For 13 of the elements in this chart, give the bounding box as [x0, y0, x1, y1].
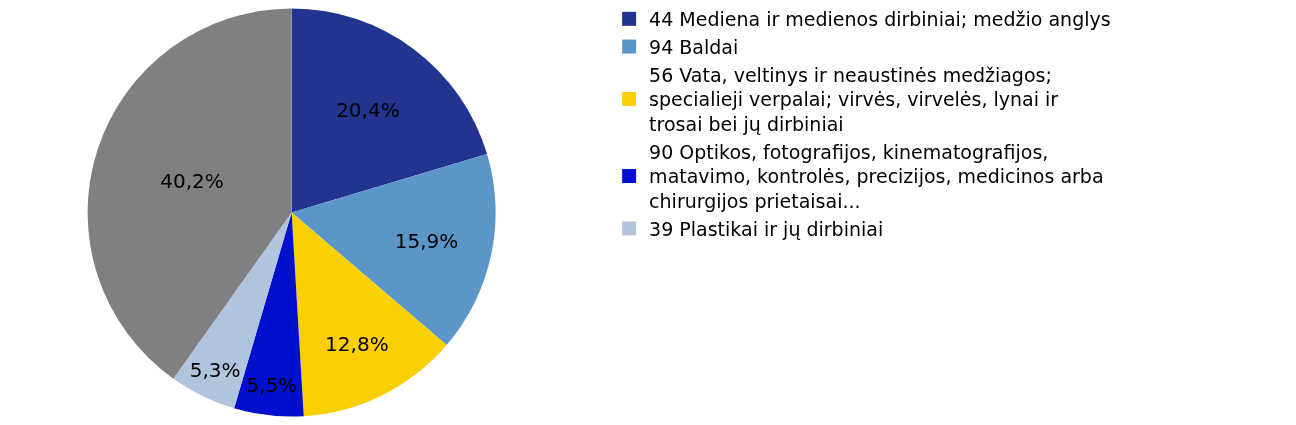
- data-label: 5,3%: [189, 357, 241, 382]
- data-label: 5,5%: [246, 373, 298, 398]
- legend-label: 39 Plastikai ir jų dirbiniai: [649, 217, 884, 240]
- data-label: 15,9%: [394, 229, 459, 254]
- pie-slice: [291, 8, 488, 213]
- legend-label: 56 Vata, veltinys ir neaustinės medžiagos; specialieji verpalai; virvės, virvelės, lynai ir trosai bei jų dirbiniai: [649, 63, 1059, 136]
- data-label: 20,4%: [336, 98, 400, 123]
- data-label: 12,8%: [325, 331, 389, 356]
- legend-label: 90 Optikos, fotografijos, kinematografijos, matavimo, kontrolės, precizijos, medicinos arba chirurgijos prietaisai...: [649, 140, 1104, 213]
- legend-label: 94 Baldai: [649, 35, 739, 58]
- legend-label: 44 Mediena ir medienos dirbiniai; medžio anglys: [649, 8, 1111, 31]
- data-label: 40,2%: [160, 168, 224, 193]
- pie-slice: [87, 8, 292, 379]
